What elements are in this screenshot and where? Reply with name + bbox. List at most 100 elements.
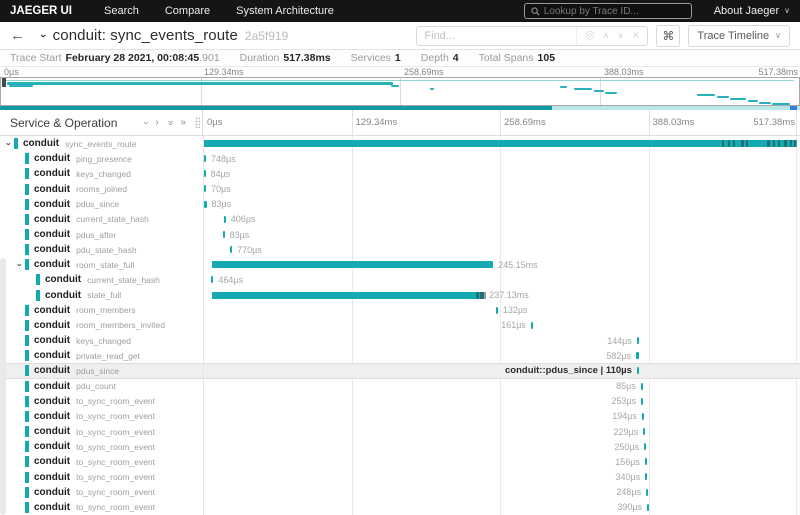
span-row[interactable]: conduit room_members_invited 161µs xyxy=(0,318,800,333)
span-bar[interactable] xyxy=(644,443,647,451)
span-name-cell[interactable]: › conduit room_state_full xyxy=(0,257,203,272)
span-bar[interactable] xyxy=(222,230,225,238)
minimap-right-scrubber[interactable] xyxy=(790,106,797,110)
span-name-cell[interactable]: conduit to_sync_room_event xyxy=(0,439,203,454)
scroll-to-result-icon[interactable]: ◎ xyxy=(585,29,595,41)
span-row[interactable]: conduit pdus_since conduit::pdus_since | 1… xyxy=(0,363,800,379)
span-name-cell[interactable]: conduit to_sync_room_event xyxy=(0,454,203,469)
span-row[interactable]: conduit pdus_since 83µs xyxy=(0,197,800,212)
span-bar[interactable] xyxy=(636,337,639,345)
span-bar-cell[interactable]: 83µs xyxy=(203,227,797,242)
span-bar[interactable] xyxy=(223,215,226,223)
span-name-cell[interactable]: conduit to_sync_room_event xyxy=(0,469,203,484)
next-result-icon[interactable]: ∨ xyxy=(617,30,624,40)
back-arrow-icon[interactable]: ← xyxy=(10,27,25,44)
span-row[interactable]: conduit to_sync_room_event 194µs xyxy=(0,409,800,424)
span-name-cell[interactable]: conduit pdu_count xyxy=(0,379,203,394)
span-name-cell[interactable]: conduit pdus_since xyxy=(0,197,203,212)
minimap-left-scrubber[interactable] xyxy=(2,78,6,87)
minimap-canvas[interactable] xyxy=(0,77,800,106)
clear-search-icon[interactable]: ✕ xyxy=(631,30,640,40)
span-name-cell[interactable]: conduit to_sync_room_event xyxy=(0,394,203,409)
span-bar-cell[interactable]: 582µs xyxy=(203,348,797,363)
span-row[interactable]: conduit current_state_hash 464µs xyxy=(0,272,800,287)
span-row[interactable]: › conduit sync_events_route xyxy=(0,136,800,151)
nav-item-compare[interactable]: Compare xyxy=(164,5,211,17)
span-bar-cell[interactable]: 84µs xyxy=(203,166,797,181)
span-bar[interactable] xyxy=(641,412,644,420)
span-bar[interactable] xyxy=(204,185,207,193)
span-row[interactable]: conduit to_sync_room_event 390µs xyxy=(0,500,800,515)
span-bar-cell[interactable]: 194µs xyxy=(203,409,797,424)
span-bar[interactable] xyxy=(645,473,648,481)
span-row[interactable]: conduit ping_presence 748µs xyxy=(0,151,800,166)
chevron-right-icon[interactable]: › xyxy=(155,116,159,128)
span-bar-cell[interactable]: 83µs xyxy=(203,197,797,212)
span-bar-cell[interactable]: 390µs xyxy=(203,500,797,515)
span-row[interactable]: conduit private_read_get 582µs xyxy=(0,348,800,363)
trace-view-selector[interactable]: Trace Timeline ∨ xyxy=(688,24,790,47)
span-bar[interactable] xyxy=(646,488,649,496)
span-name-cell[interactable]: conduit private_read_get xyxy=(0,348,203,363)
minimap-view-range[interactable] xyxy=(0,106,800,110)
span-row[interactable]: conduit pdus_after 83µs xyxy=(0,227,800,242)
span-name-cell[interactable]: conduit to_sync_room_event xyxy=(0,485,203,500)
column-resizer-grip[interactable] xyxy=(195,117,200,128)
span-bar[interactable] xyxy=(530,321,533,329)
span-bar[interactable] xyxy=(636,367,639,375)
span-row[interactable]: conduit to_sync_room_event 156µs xyxy=(0,454,800,469)
span-bar-cell[interactable]: conduit::pdus_since | 110µs xyxy=(203,363,797,378)
span-row[interactable]: conduit keys_changed 84µs xyxy=(0,166,800,181)
expand-chevron-icon[interactable]: › xyxy=(15,263,25,267)
span-name-cell[interactable]: conduit pdu_state_hash xyxy=(0,242,203,257)
span-bar[interactable] xyxy=(229,246,233,254)
span-bar[interactable] xyxy=(636,352,639,360)
span-name-cell[interactable]: conduit to_sync_room_event xyxy=(0,424,203,439)
span-bar-cell[interactable]: 85µs xyxy=(203,379,797,394)
span-bar[interactable] xyxy=(203,170,206,178)
span-bar[interactable] xyxy=(643,427,646,435)
span-row[interactable]: conduit to_sync_room_event 253µs xyxy=(0,394,800,409)
span-bar-cell[interactable]: 248µs xyxy=(203,485,797,500)
span-bar[interactable] xyxy=(647,503,650,511)
span-row[interactable]: conduit pdu_state_hash 770µs xyxy=(0,242,800,257)
span-row[interactable]: conduit to_sync_room_event 248µs xyxy=(0,485,800,500)
chevron-down-icon[interactable]: › xyxy=(140,120,152,125)
column-divider[interactable] xyxy=(203,136,204,515)
span-bar[interactable] xyxy=(644,458,647,466)
span-bar-cell[interactable]: 161µs xyxy=(203,318,797,333)
span-row[interactable]: conduit to_sync_room_event 340µs xyxy=(0,469,800,484)
span-bar-cell[interactable]: 406µs xyxy=(203,212,797,227)
span-name-cell[interactable]: conduit current_state_hash xyxy=(0,272,203,287)
span-name-cell[interactable]: conduit state_full xyxy=(0,288,203,303)
span-bar-cell[interactable]: 237.13ms xyxy=(203,288,797,303)
span-name-cell[interactable]: conduit keys_changed xyxy=(0,333,203,348)
span-row[interactable]: conduit to_sync_room_event 229µs xyxy=(0,424,800,439)
span-bar-cell[interactable]: 340µs xyxy=(203,469,797,484)
span-bar[interactable] xyxy=(212,291,485,299)
double-chevron-right-icon[interactable]: » xyxy=(180,116,186,128)
span-name-cell[interactable]: conduit current_state_hash xyxy=(0,212,203,227)
span-bar-cell[interactable]: 229µs xyxy=(203,424,797,439)
keyboard-shortcuts-button[interactable]: ⌘ xyxy=(656,24,681,47)
span-bar[interactable] xyxy=(495,306,498,314)
span-bar[interactable] xyxy=(203,155,206,163)
span-name-cell[interactable]: conduit room_members_invited xyxy=(0,318,203,333)
span-bar-cell[interactable]: 250µs xyxy=(203,439,797,454)
span-name-cell[interactable]: conduit room_members xyxy=(0,303,203,318)
nav-item-system-architecture[interactable]: System Architecture xyxy=(236,5,334,17)
span-bar[interactable] xyxy=(211,276,214,284)
span-bar[interactable] xyxy=(641,397,644,405)
span-bar[interactable] xyxy=(204,200,207,208)
span-bar-cell[interactable]: 132µs xyxy=(203,303,797,318)
trace-id-search[interactable] xyxy=(523,3,692,19)
span-bar[interactable] xyxy=(211,261,494,269)
span-bar-cell[interactable]: 253µs xyxy=(203,394,797,409)
trace-id-search-input[interactable] xyxy=(543,5,685,17)
expand-chevron-icon[interactable]: › xyxy=(4,142,14,146)
span-name-cell[interactable]: conduit rooms_joined xyxy=(0,181,203,196)
span-row[interactable]: conduit keys_changed 144µs xyxy=(0,333,800,348)
double-chevron-down-icon[interactable]: » xyxy=(164,119,176,126)
vertical-scrollbar-thumb[interactable] xyxy=(0,258,6,515)
span-bar-cell[interactable]: 464µs xyxy=(203,272,797,287)
